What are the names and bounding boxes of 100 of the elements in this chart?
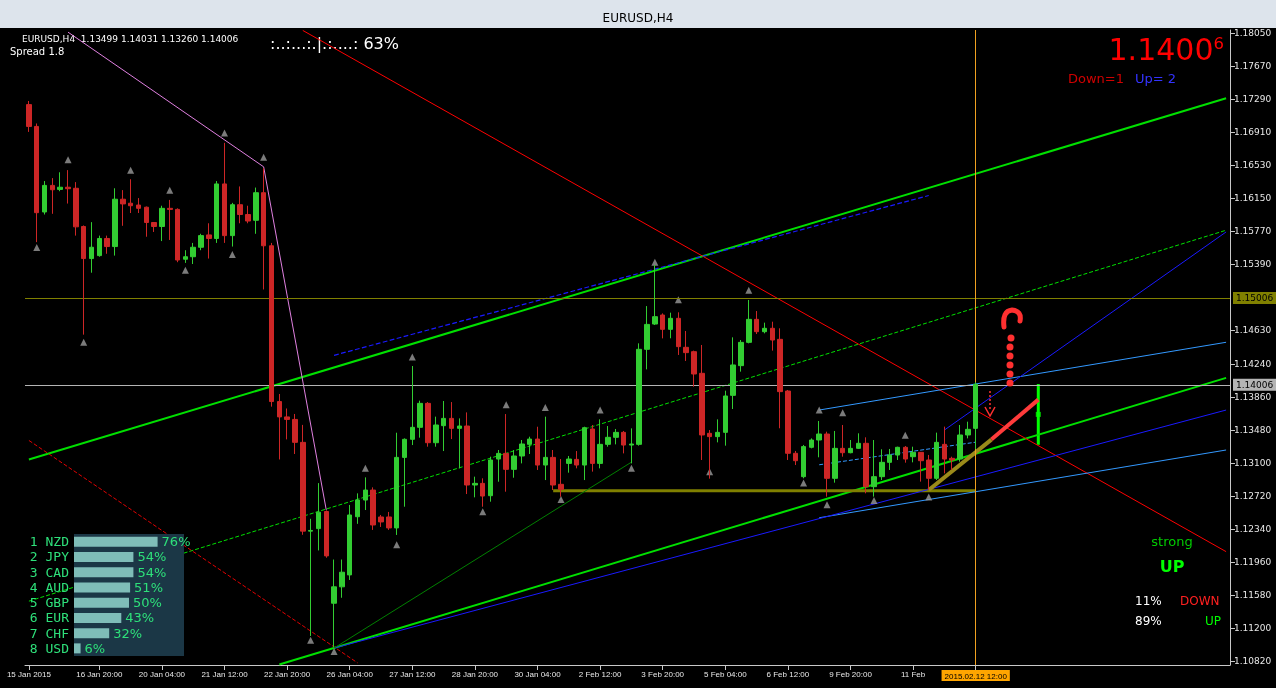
data-label: 43% — [125, 610, 155, 626]
candlestick — [167, 199, 173, 241]
candlestick — [746, 299, 752, 344]
candlestick — [903, 445, 908, 464]
point — [800, 479, 808, 487]
point — [408, 353, 416, 361]
candlestick — [942, 426, 947, 474]
chart-title: EURUSD,H4 — [602, 11, 674, 25]
data-label: 54% — [137, 549, 167, 565]
annotation: Up= 2 — [1135, 71, 1177, 86]
candlestick — [730, 336, 736, 410]
point — [361, 464, 369, 472]
annotation: Spread 1.8 — [10, 45, 65, 57]
candlestick — [644, 305, 650, 370]
candlestick — [425, 401, 431, 448]
candlestick — [370, 486, 376, 531]
bar — [74, 567, 134, 578]
candlestick — [480, 477, 485, 508]
y-tick-label: 5 GBP — [29, 595, 70, 611]
data-label: 6% — [84, 640, 106, 656]
candlestick — [809, 437, 814, 449]
candlestick — [245, 205, 251, 224]
bar — [74, 612, 122, 623]
y-tick-label: 1.13480 — [1234, 425, 1272, 436]
y-tick-label: 1.17670 — [1234, 61, 1272, 72]
candlestick — [81, 224, 86, 336]
candlestick — [832, 430, 838, 484]
candlestick — [112, 187, 118, 257]
candlestick — [230, 202, 235, 248]
candlestick — [57, 171, 63, 192]
candlestick — [535, 426, 540, 471]
annotation: Down=1 — [1068, 71, 1124, 86]
candlestick — [50, 177, 55, 215]
x-tick-label: 9 Feb 20:00 — [829, 669, 873, 679]
candlestick — [777, 327, 783, 429]
point — [823, 501, 831, 509]
y-tick-label: 1.14630 — [1234, 325, 1272, 336]
candlestick — [715, 418, 720, 443]
candlestick — [887, 448, 892, 471]
candlestick — [237, 185, 243, 224]
candlestick — [824, 431, 830, 498]
candlestick — [378, 514, 384, 528]
candlestick — [198, 233, 204, 251]
candlestick — [277, 393, 282, 460]
candlestick — [582, 426, 587, 481]
annotation: strong — [1151, 534, 1193, 549]
y-tick-label: 1.16530 — [1234, 160, 1272, 171]
bar — [74, 582, 131, 593]
x-tick-label: 16 Jan 20:00 — [76, 669, 124, 679]
candlestick — [918, 451, 924, 483]
candlestick — [770, 321, 775, 352]
bar — [74, 536, 158, 547]
candlestick — [496, 449, 501, 483]
candlestick — [668, 312, 673, 339]
candlestick — [636, 342, 642, 447]
x-tick-label: 11 Feb — [900, 669, 926, 679]
candlestick — [136, 197, 141, 214]
x-tick-label: 28 Jan 20:00 — [451, 669, 499, 679]
candlestick — [441, 400, 446, 452]
point — [260, 153, 268, 161]
candlestick — [89, 221, 94, 274]
candlestick — [621, 430, 626, 454]
data-label: 51% — [134, 579, 164, 595]
candlestick — [840, 424, 845, 458]
y-tick-label: 1.10820 — [1234, 656, 1272, 667]
candlestick — [433, 416, 439, 448]
y-tick-label: 1.11960 — [1234, 557, 1272, 568]
candlestick — [566, 455, 572, 474]
point — [901, 431, 909, 439]
point — [181, 266, 189, 274]
candlestick — [934, 432, 939, 481]
candlestick — [550, 449, 556, 491]
candlestick — [34, 122, 39, 243]
candlestick — [464, 411, 470, 495]
candlestick — [159, 205, 165, 242]
y-tick-label: 1.12340 — [1234, 524, 1272, 535]
y-tick-label: 1.16150 — [1234, 193, 1272, 204]
y-tick-label: 4 AUD — [29, 579, 70, 595]
candlestick — [300, 424, 306, 536]
candlestick — [363, 476, 368, 511]
candlestick — [590, 424, 595, 473]
x-tick-label: 27 Jan 12:00 — [389, 669, 436, 679]
y-tick-label: 1.16910 — [1234, 127, 1272, 138]
candlestick — [738, 339, 744, 373]
candlestick — [691, 350, 697, 388]
candlestick — [488, 456, 493, 503]
data-label: 54% — [137, 564, 167, 580]
candlestick — [879, 448, 885, 481]
candlestick — [801, 444, 806, 479]
y-tick-label: 7 CHF — [29, 625, 70, 641]
candlestick — [754, 310, 759, 335]
annotation: 1.1400$^{6}$ — [1108, 32, 1224, 67]
candlestick — [597, 418, 603, 469]
candlestick — [331, 559, 337, 648]
candlestick — [190, 242, 196, 265]
candlestick — [895, 446, 900, 461]
point — [330, 648, 338, 656]
candlestick — [683, 330, 689, 362]
y-tick-label: 8 USD — [29, 640, 70, 656]
y-tick-label: 1.13860 — [1234, 392, 1272, 403]
